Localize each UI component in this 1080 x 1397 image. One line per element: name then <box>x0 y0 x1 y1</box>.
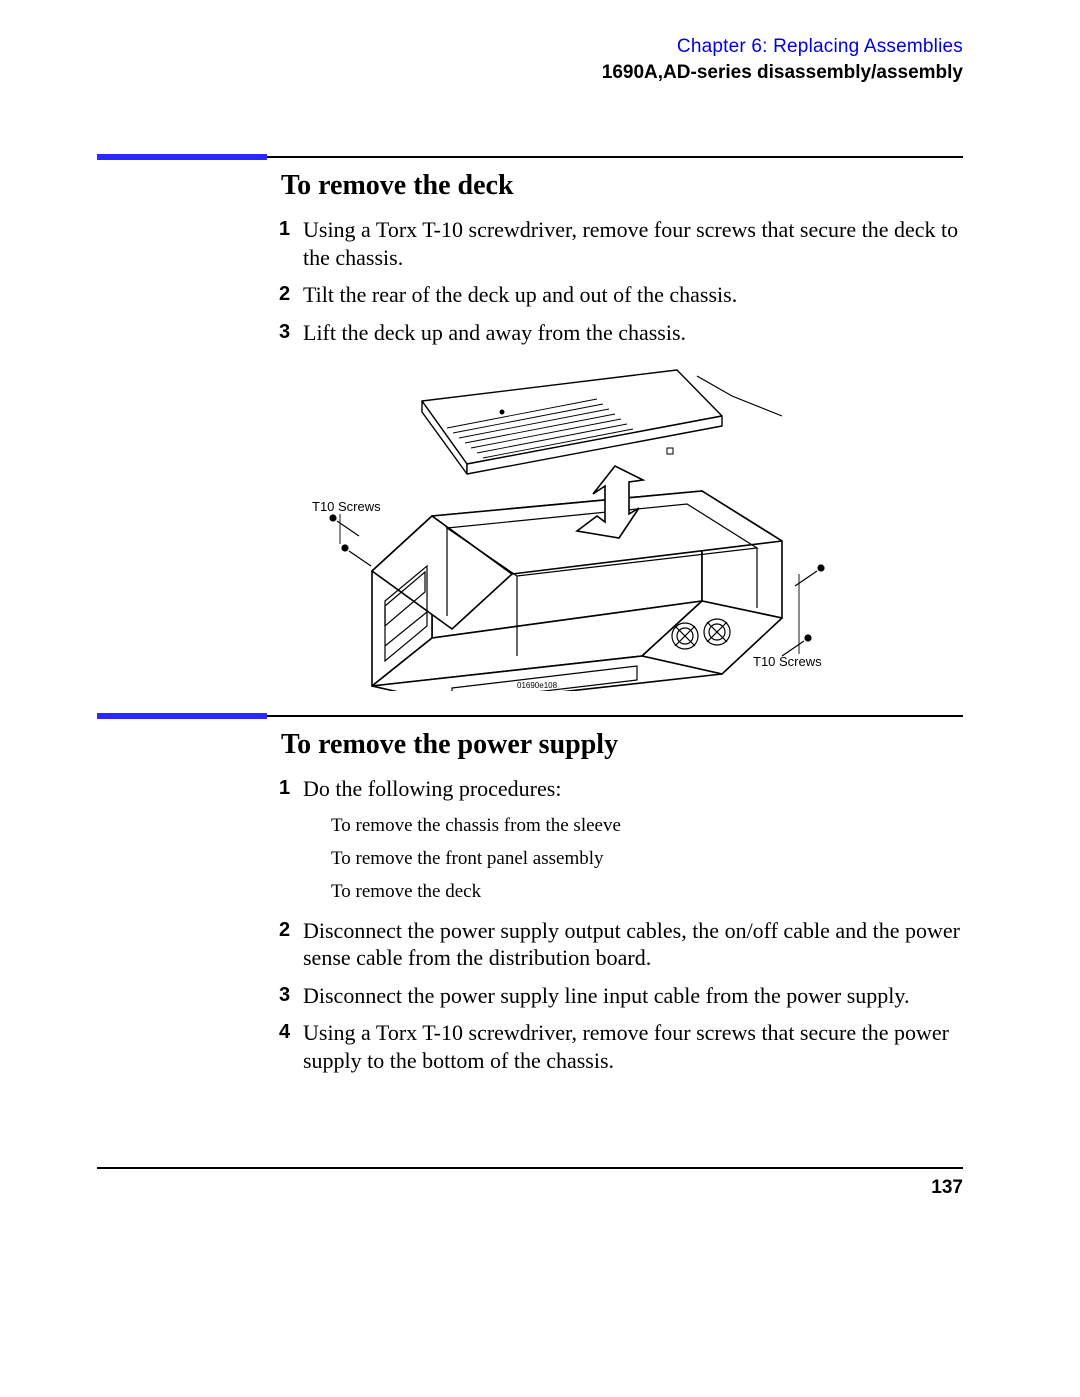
sub-item: To remove the front panel assembly <box>331 844 963 873</box>
content-area: To remove the deck Using a Torx T-10 scr… <box>97 152 963 1084</box>
section1-header: To remove the deck <box>97 152 963 202</box>
sub-item: To remove the chassis from the sleeve <box>331 811 963 840</box>
step: Disconnect the power supply line input c… <box>281 982 963 1010</box>
chapter-title: Chapter 6: Replacing Assemblies <box>602 36 963 58</box>
page: Chapter 6: Replacing Assemblies 1690A,AD… <box>0 0 1080 1397</box>
section-title: 1690A,AD-series disassembly/assembly <box>602 62 963 84</box>
sub-procedures: To remove the chassis from the sleeve To… <box>331 811 963 907</box>
page-header: Chapter 6: Replacing Assemblies 1690A,AD… <box>602 36 963 84</box>
step-text: Disconnect the power supply output cable… <box>303 918 960 971</box>
step-text: Tilt the rear of the deck up and out of … <box>303 282 737 307</box>
step-text: Do the following procedures: <box>303 776 561 801</box>
step: Do the following procedures: To remove t… <box>281 775 963 907</box>
diagram-label-right: T10 Screws <box>753 654 822 669</box>
accent-bar <box>97 713 267 719</box>
section2-steps: Do the following procedures: To remove t… <box>97 775 963 1074</box>
step-text: Using a Torx T-10 screwdriver, remove fo… <box>303 217 958 270</box>
step-text: Lift the deck up and away from the chass… <box>303 320 686 345</box>
step: Using a Torx T-10 screwdriver, remove fo… <box>281 216 963 271</box>
rule <box>267 715 963 717</box>
deck-diagram: T10 Screws T10 Screws 01690e108 <box>277 356 867 691</box>
section2-header: To remove the power supply <box>97 711 963 761</box>
step-text: Using a Torx T-10 screwdriver, remove fo… <box>303 1020 949 1073</box>
diagram-figure-id: 01690e108 <box>517 681 558 690</box>
diagram-label-left: T10 Screws <box>312 499 381 514</box>
rule <box>267 156 963 158</box>
step: Tilt the rear of the deck up and out of … <box>281 281 963 309</box>
step: Using a Torx T-10 screwdriver, remove fo… <box>281 1019 963 1074</box>
step: Lift the deck up and away from the chass… <box>281 319 963 347</box>
accent-bar <box>97 154 267 160</box>
page-footer: 137 <box>97 1167 963 1169</box>
sub-item: To remove the deck <box>331 877 963 906</box>
diagram-svg: T10 Screws T10 Screws 01690e108 <box>277 356 867 691</box>
page-number: 137 <box>931 1177 963 1199</box>
step: Disconnect the power supply output cable… <box>281 917 963 972</box>
section1-steps: Using a Torx T-10 screwdriver, remove fo… <box>97 216 963 346</box>
step-text: Disconnect the power supply line input c… <box>303 983 909 1008</box>
footer-rule <box>97 1167 963 1169</box>
